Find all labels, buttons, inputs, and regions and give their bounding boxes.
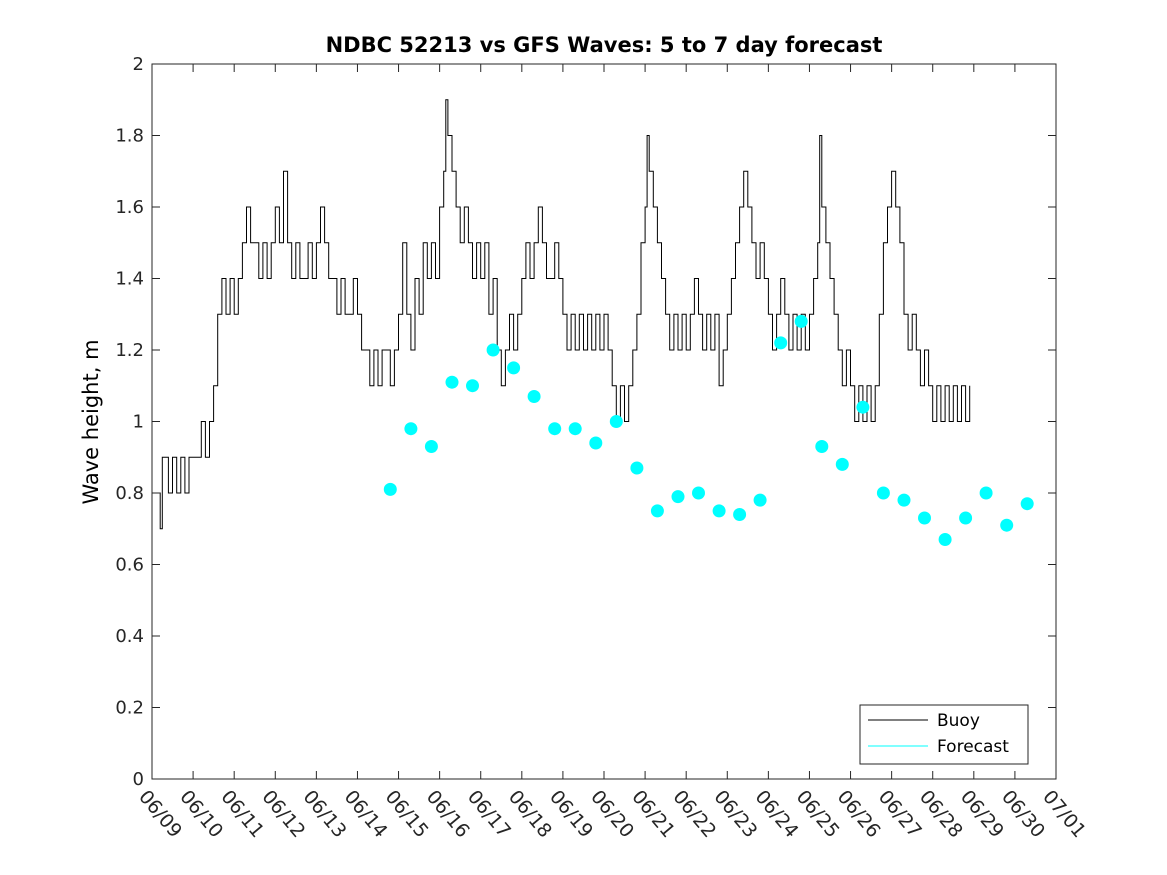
legend-buoy-label: Buoy: [937, 711, 980, 731]
forecast-point: [424, 440, 438, 453]
forecast-point: [466, 379, 479, 393]
forecast-point: [856, 400, 870, 414]
forecast-point: [794, 314, 808, 328]
forecast-series: [383, 314, 1034, 546]
forecast-point: [548, 422, 562, 436]
y-tick-label: 0: [133, 769, 144, 790]
plot-area: 00.20.40.60.811.21.41.61.82 06/0906/1006…: [115, 54, 1090, 842]
y-tick-label: 1.2: [115, 340, 144, 361]
y-tick-label: 0.2: [115, 698, 144, 719]
forecast-point: [1000, 518, 1014, 532]
forecast-point: [445, 375, 459, 389]
y-axis-ticks: 0 0.2 0.4 0.6 0.8 1 1.2 1.4 1.6 1.8 2: [115, 54, 1056, 790]
legend: Buoy Forecast: [859, 704, 1029, 765]
plot-frame: [151, 63, 1057, 780]
y-tick-label: 0.4: [115, 626, 144, 647]
buoy-series: [152, 99, 971, 530]
y-tick-label: 1.8: [115, 126, 144, 147]
y-tick-label: 1: [133, 412, 144, 433]
forecast-point: [692, 486, 705, 500]
y-axis-label: Wave height, m: [79, 339, 103, 504]
forecast-point: [527, 390, 541, 403]
forecast-point: [404, 422, 418, 436]
buoy-line: [152, 99, 971, 530]
forecast-point: [733, 508, 747, 521]
legend-forecast-label: Forecast: [937, 737, 1009, 757]
forecast-point: [815, 440, 829, 453]
y-tick-label: 1.4: [115, 269, 144, 290]
forecast-point: [1020, 497, 1034, 511]
forecast-point: [609, 415, 623, 428]
forecast-point: [650, 504, 664, 518]
forecast-point: [753, 493, 767, 507]
forecast-point: [979, 486, 993, 500]
forecast-point: [671, 490, 685, 504]
forecast-point: [712, 504, 726, 518]
forecast-point: [897, 493, 911, 507]
legend-box: [859, 704, 1029, 765]
forecast-point: [383, 482, 397, 496]
y-tick-label: 0.8: [115, 483, 144, 504]
forecast-point: [835, 457, 849, 471]
forecast-point: [918, 511, 931, 525]
forecast-point: [589, 436, 603, 450]
forecast-point: [630, 461, 644, 475]
y-tick-label: 0.6: [115, 555, 144, 576]
y-tick-label: 2: [133, 54, 144, 75]
forecast-point: [568, 422, 582, 436]
chart-title: NDBC 52213 vs GFS Waves: 5 to 7 day fore…: [326, 33, 883, 57]
forecast-point: [959, 511, 973, 525]
y-tick-label: 1.6: [115, 197, 144, 218]
forecast-point: [486, 343, 500, 357]
forecast-point: [938, 533, 952, 546]
forecast-point: [507, 361, 521, 375]
forecast-point: [876, 486, 890, 500]
forecast-point: [774, 336, 788, 350]
